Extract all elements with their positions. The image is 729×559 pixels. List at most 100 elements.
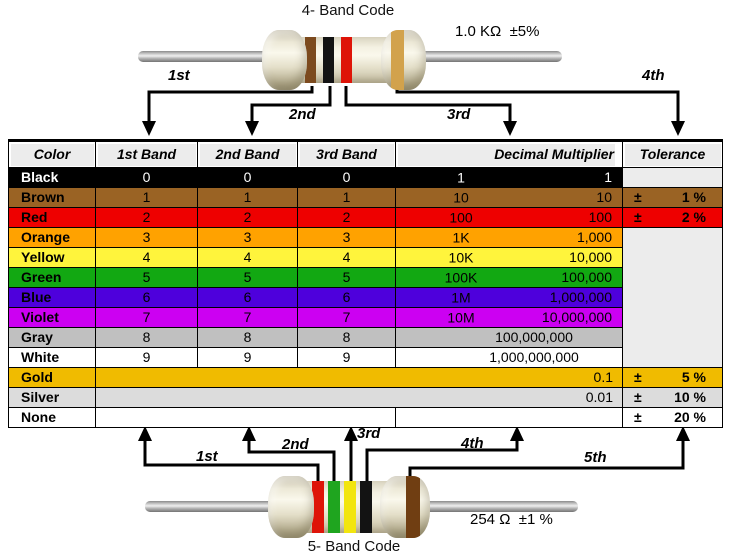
tolerance-cell: ±10 % bbox=[622, 387, 723, 408]
band-digit-cell: 6 bbox=[297, 287, 396, 308]
header-tolerance: Tolerance bbox=[622, 140, 723, 168]
multiplier-cell: 10M 10,000,000 bbox=[395, 307, 623, 328]
resistor-cap bbox=[380, 476, 430, 538]
band-digit-cell: 0 bbox=[197, 167, 298, 188]
multiplier-value: 10,000 bbox=[569, 248, 612, 265]
resistor4-band-1st-brown bbox=[305, 37, 316, 83]
band-digit-cell: 3 bbox=[197, 227, 298, 248]
tolerance-value: 10 % bbox=[674, 388, 706, 405]
tolerance-value: 5 % bbox=[681, 368, 706, 385]
arrow-label-bottom-1st: 1st bbox=[196, 448, 218, 465]
color-name-cell: Violet bbox=[8, 307, 96, 328]
table-header-row: Color 1st Band 2nd Band 3rd Band Decimal… bbox=[8, 140, 723, 168]
multiplier-shorthand: 10M bbox=[447, 308, 475, 325]
arrowhead-down-icon bbox=[503, 121, 517, 136]
tolerance-text: ±20 % bbox=[624, 408, 722, 425]
band-digit-cell: 6 bbox=[197, 287, 298, 308]
arrowhead-up-icon bbox=[242, 426, 256, 441]
color-name-cell: Green bbox=[8, 267, 96, 288]
band-digit-cell: 0 bbox=[297, 167, 396, 188]
tolerance-value: 20 % bbox=[674, 408, 706, 425]
band-digit-cell: 7 bbox=[197, 307, 298, 328]
tolerance-cell: ±1 % bbox=[622, 187, 723, 208]
arrowhead-down-icon bbox=[142, 121, 156, 136]
band-digit-cell: 2 bbox=[297, 207, 396, 228]
resistor-body-5band bbox=[300, 481, 392, 533]
multiplier-value: 1 bbox=[604, 168, 612, 185]
table-row: White 9 9 9 1,000,000,000 bbox=[8, 347, 723, 368]
table-row: Green 5 5 5 100K 100,000 bbox=[8, 267, 723, 288]
multiplier-value: 10 bbox=[596, 188, 612, 205]
band-digit-cell: 5 bbox=[95, 267, 198, 288]
color-name-cell: Silver bbox=[8, 387, 96, 408]
resistor-cap bbox=[262, 30, 307, 90]
color-name-cell: Red bbox=[8, 207, 96, 228]
header-decimal-multiplier: Decimal Multiplier bbox=[395, 140, 623, 168]
arrowhead-up-icon bbox=[510, 426, 524, 441]
band-digit-cell: 9 bbox=[197, 347, 298, 368]
arrow-line-top-3rd bbox=[344, 86, 512, 122]
multiplier-cell: 100,000,000 bbox=[395, 327, 623, 348]
table-row: Yellow 4 4 4 10K 10,000 bbox=[8, 247, 723, 268]
empty-bands-cell bbox=[95, 407, 396, 428]
arrow-label-bottom-5th: 5th bbox=[584, 449, 607, 466]
header-3rd-band: 3rd Band bbox=[297, 140, 396, 168]
multiplier-shorthand: 1M bbox=[451, 288, 471, 305]
color-name-cell: Blue bbox=[8, 287, 96, 308]
multiplier-cell: 1,000,000,000 bbox=[395, 347, 623, 368]
table-row: Black 0 0 0 1 1 bbox=[8, 167, 723, 188]
multiplier-value: 100,000,000 bbox=[495, 328, 573, 345]
color-name-cell: Orange bbox=[8, 227, 96, 248]
arrowhead-up-icon bbox=[138, 426, 152, 441]
resistor5-band-3rd-yellow bbox=[344, 481, 356, 533]
resistor5-band-5th-brown bbox=[406, 476, 420, 538]
arrow-label-top-4th: 4th bbox=[642, 67, 665, 84]
resistor4-band-4th-gold bbox=[391, 30, 404, 90]
multiplier-value: 1,000 bbox=[576, 228, 612, 245]
multiplier-value: 1,000,000,000 bbox=[489, 348, 579, 365]
resistor5-band-2nd-green bbox=[328, 481, 340, 533]
resistor4-band-3rd-red bbox=[341, 37, 352, 83]
resistor-cap bbox=[381, 30, 426, 90]
arrow-label-bottom-4th: 4th bbox=[461, 435, 484, 452]
band-digit-cell: 4 bbox=[95, 247, 198, 268]
band-digit-cell: 7 bbox=[297, 307, 396, 328]
arrow-line-top-1st bbox=[147, 86, 314, 122]
plus-minus-sign: ± bbox=[634, 208, 642, 225]
arrowhead-up-icon bbox=[344, 426, 358, 441]
band-digit-cell: 3 bbox=[297, 227, 396, 248]
color-name-cell: None bbox=[8, 407, 96, 428]
table-row: Gray 8 8 8 100,000,000 bbox=[8, 327, 723, 348]
plus-minus-sign: ± bbox=[634, 388, 642, 405]
table-row: Gold 0.1 ±5 % bbox=[8, 367, 723, 388]
multiplier-value: 100 bbox=[588, 208, 612, 225]
plus-minus-sign: ± bbox=[634, 408, 642, 425]
merged-bands-multiplier-cell: 0.01 bbox=[95, 387, 623, 408]
band-digit-cell: 5 bbox=[197, 267, 298, 288]
band-digit-cell: 7 bbox=[95, 307, 198, 328]
header-color: Color bbox=[8, 140, 96, 168]
plus-minus-sign: ± bbox=[634, 188, 642, 205]
color-name-cell: Gold bbox=[8, 367, 96, 388]
arrowhead-down-icon bbox=[245, 121, 259, 136]
multiplier-shorthand: 1K bbox=[452, 228, 470, 245]
band-digit-cell: 2 bbox=[197, 207, 298, 228]
arrowhead-down-icon bbox=[671, 121, 685, 136]
multiplier-value: 10,000,000 bbox=[541, 308, 612, 325]
multiplier-shorthand: 1 bbox=[457, 168, 465, 185]
five-band-title: 5- Band Code bbox=[307, 538, 401, 555]
four-band-title: 4- Band Code bbox=[301, 2, 395, 19]
arrowhead-up-icon bbox=[676, 426, 690, 441]
table-body: Black 0 0 0 1 1 Brown 1 1 1 10 10 ±1 % Red 2 2 2 100 100 ±2… bbox=[8, 167, 723, 428]
resistor4-band-2nd-black bbox=[323, 37, 334, 83]
five-band-value-label: 254 Ω ±1 % bbox=[470, 511, 553, 528]
color-name-cell: Yellow bbox=[8, 247, 96, 268]
band-digit-cell: 9 bbox=[297, 347, 396, 368]
header-2nd-band: 2nd Band bbox=[197, 140, 298, 168]
multiplier-cell: 1K 1,000 bbox=[395, 227, 623, 248]
arrow-line-bottom-1st bbox=[143, 439, 320, 482]
band-digit-cell: 1 bbox=[197, 187, 298, 208]
arrow-label-top-3rd: 3rd bbox=[447, 106, 471, 123]
